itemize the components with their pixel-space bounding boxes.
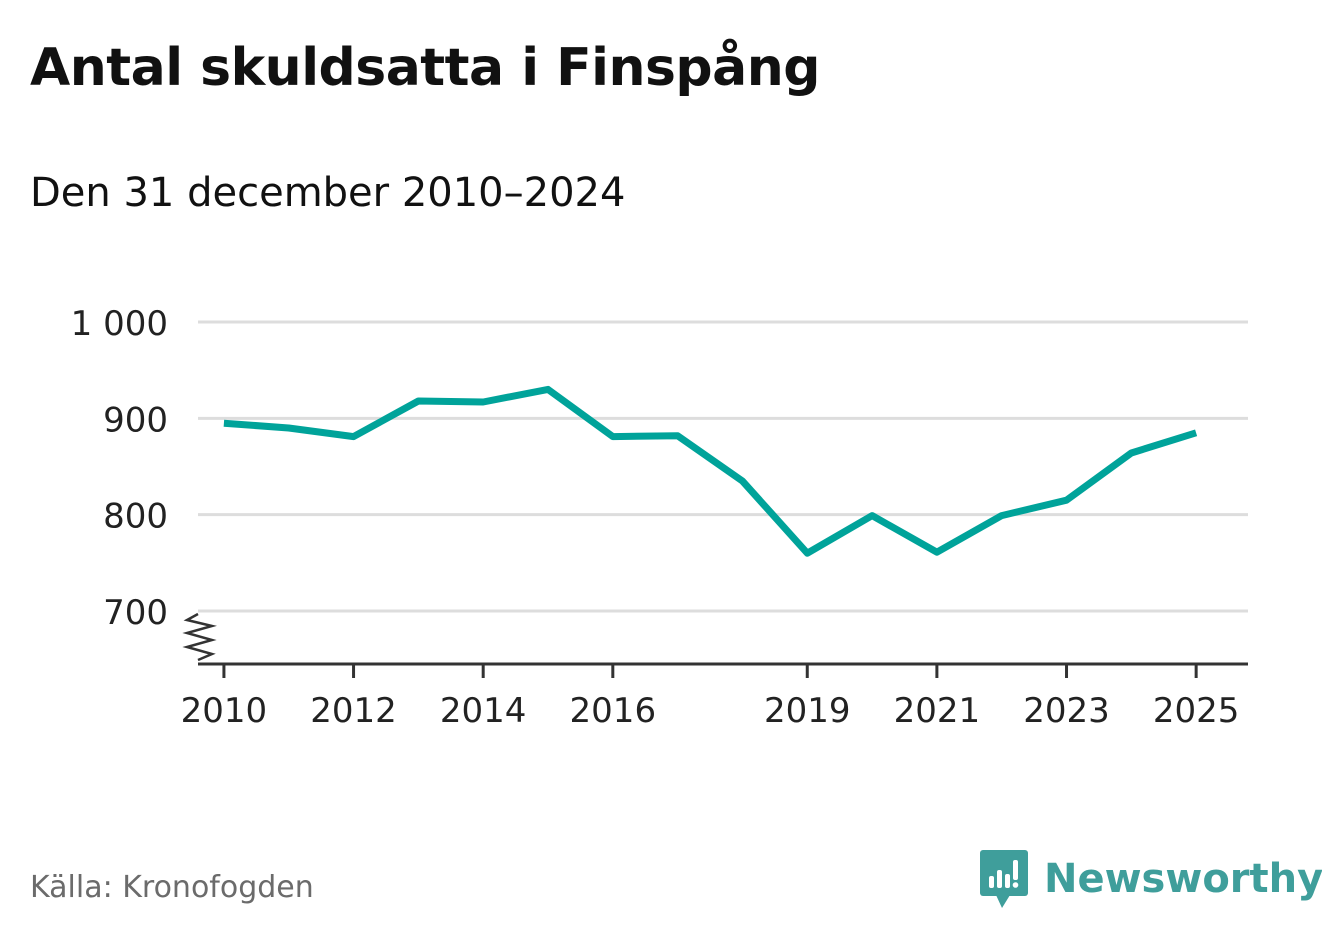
x-tick-label: 2014 <box>440 691 527 731</box>
y-tick-label: 900 <box>103 400 168 440</box>
x-tick-label: 2023 <box>1023 691 1110 731</box>
y-tick-label: 700 <box>103 593 168 633</box>
x-tick-label: 2025 <box>1153 691 1240 731</box>
x-tick-label: 2021 <box>894 691 981 731</box>
bar-chart-speech-bubble-icon <box>980 850 1028 908</box>
series-line <box>223 385 1198 557</box>
y-tick-label: 800 <box>103 497 168 537</box>
x-tick-label: 2016 <box>570 691 657 731</box>
brand-name: Newsworthy <box>1044 856 1322 902</box>
x-tick-label: 2019 <box>764 691 851 731</box>
source-note: Källa: Kronofogden <box>30 870 314 905</box>
chart-subtitle: Den 31 december 2010–2024 <box>30 170 626 216</box>
y-axis-break-icon <box>182 612 217 662</box>
chart-title: Antal skuldsatta i Finspång <box>30 38 821 98</box>
y-tick-label: 1 000 <box>71 304 168 344</box>
brand-logo: Newsworthy <box>980 848 1322 910</box>
x-tick-label: 2010 <box>181 691 268 731</box>
x-tick-label: 2012 <box>310 691 397 731</box>
